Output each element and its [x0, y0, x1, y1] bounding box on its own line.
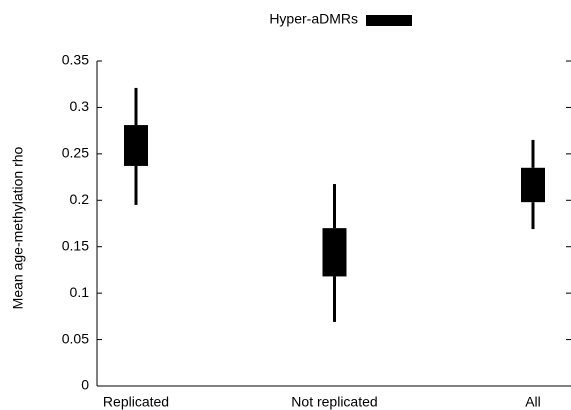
legend-swatch [366, 15, 412, 26]
x-tick-label: Replicated [103, 394, 169, 410]
box [521, 167, 545, 203]
box [322, 228, 347, 277]
y-tick-label: 0.15 [62, 237, 89, 253]
y-tick-label: 0.35 [62, 52, 89, 68]
y-tick-label: 0.3 [70, 98, 90, 114]
y-tick-label: 0 [81, 377, 89, 393]
x-tick-label: All [525, 394, 541, 410]
box [124, 125, 148, 166]
y-axis-label: Mean age-methylation rho [10, 146, 26, 309]
y-tick-label: 0.2 [70, 191, 90, 207]
y-tick-label: 0.1 [70, 284, 90, 300]
x-tick-label: Not replicated [291, 394, 377, 410]
legend-label: Hyper-aDMRs [269, 11, 358, 27]
y-tick-label: 0.05 [62, 330, 89, 346]
y-tick-label: 0.25 [62, 145, 89, 161]
